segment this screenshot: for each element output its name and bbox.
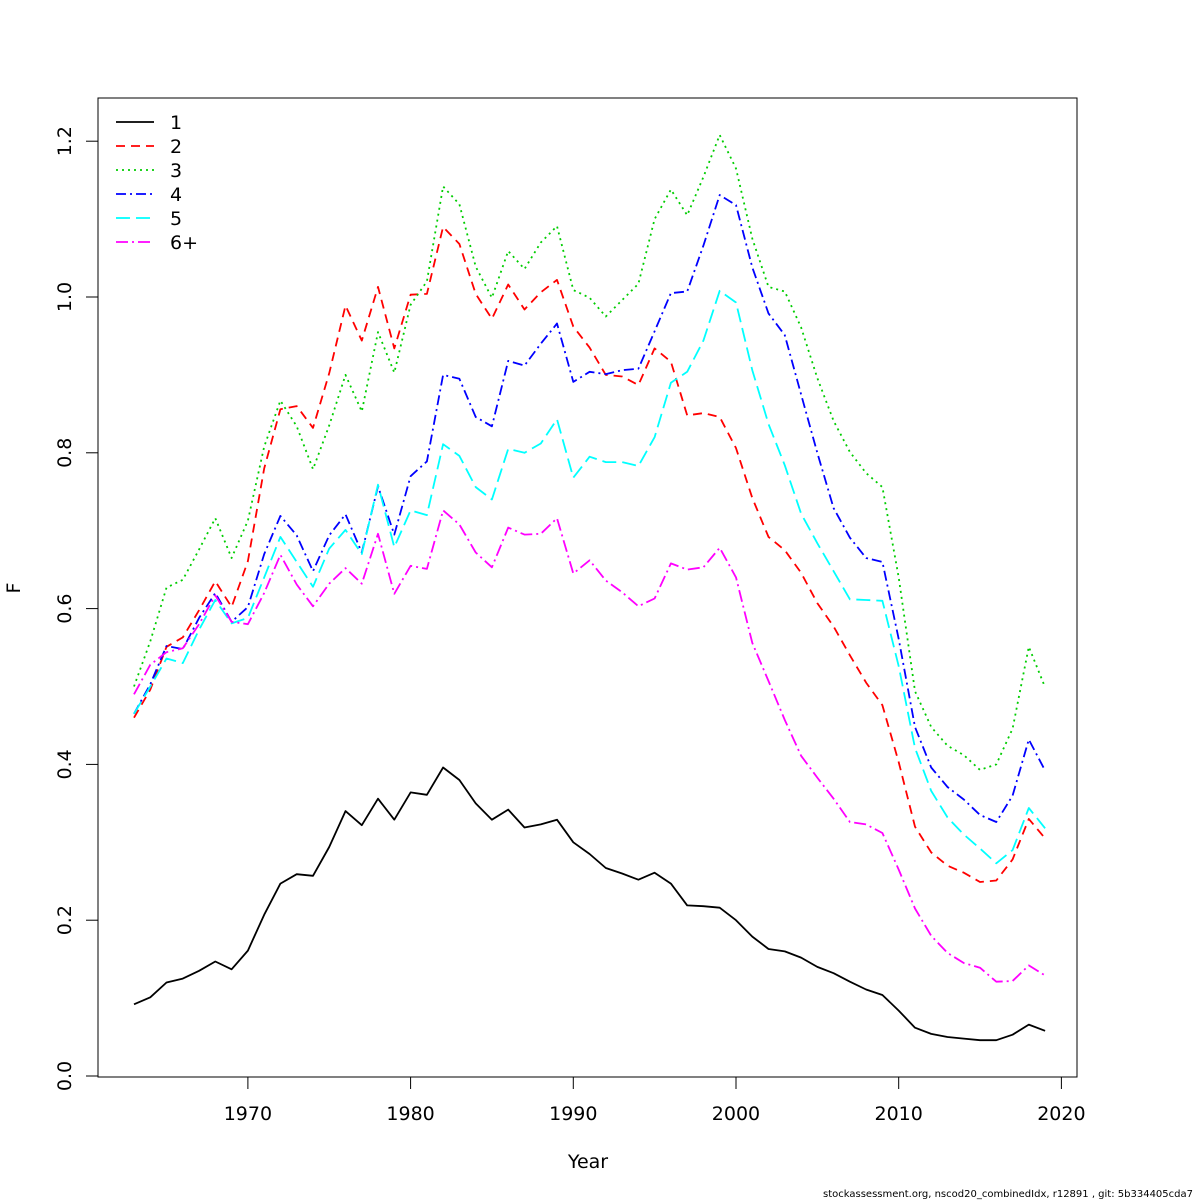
y-tick-label: 1.2	[54, 126, 76, 156]
legend-label: 1	[170, 112, 182, 134]
series-line-4	[133, 194, 1046, 823]
y-tick-label: 0.0	[54, 1061, 76, 1091]
series-line-2	[133, 225, 1046, 883]
x-tick-label: 1970	[224, 1103, 272, 1125]
x-tick-label: 2000	[712, 1103, 760, 1125]
legend-label: 4	[170, 184, 182, 206]
x-tick-label: 1980	[386, 1103, 434, 1125]
series-line-3	[133, 134, 1046, 771]
series-line-6plus	[133, 509, 1046, 983]
x-axis-title: Year	[567, 1151, 608, 1173]
y-tick-label: 0.4	[54, 749, 76, 779]
x-tick-label: 2020	[1037, 1103, 1085, 1125]
y-tick-label: 0.6	[54, 593, 76, 623]
series-line-1	[133, 766, 1046, 1042]
legend-label: 6+	[170, 232, 198, 254]
x-tick-label: 2010	[875, 1103, 923, 1125]
legend-label: 3	[170, 160, 182, 182]
x-tick-label: 1990	[549, 1103, 597, 1125]
y-axis-title: F	[3, 583, 25, 594]
y-tick-label: 0.2	[54, 905, 76, 935]
y-tick-label: 1.0	[54, 282, 76, 312]
legend-label: 2	[170, 136, 182, 158]
plot-frame	[97, 97, 1078, 1078]
footer-credit: stockassessment.org, nscod20_combinedIdx…	[823, 1189, 1193, 1200]
y-axis: 0.0 0.2 0.4 0.6 0.8 1.0 1.2	[54, 126, 99, 1091]
series-layer	[133, 134, 1046, 1042]
legend-label: 5	[170, 208, 182, 230]
y-tick-label: 0.8	[54, 438, 76, 468]
x-axis: 1970 1980 1990 2000 2010 2020	[224, 1076, 1086, 1125]
series-line-5	[133, 289, 1046, 865]
